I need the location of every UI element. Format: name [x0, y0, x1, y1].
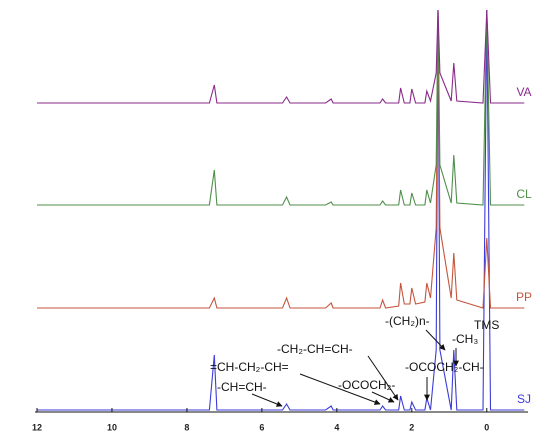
annotation: -CH₂-CH=CH-	[277, 342, 353, 356]
series-label: PP	[516, 290, 532, 304]
spectra	[37, 9, 525, 411]
annotation: -OCOCH₂-	[338, 378, 395, 392]
series-label: CL	[516, 187, 532, 201]
annotation: -OCOCH₂-CH-	[405, 360, 484, 374]
annotation-arrow	[425, 329, 446, 351]
annotation-arrow	[371, 391, 395, 403]
x-tick-label: 6	[259, 422, 264, 432]
spectrum-line	[37, 9, 525, 411]
series-label: SJ	[517, 392, 531, 406]
annotation: -CH₃	[452, 332, 478, 346]
x-tick-label: 8	[184, 422, 189, 432]
spectrum-line	[37, 9, 525, 309]
annotation-arrow	[299, 373, 381, 405]
x-tick-label: 0	[484, 422, 489, 432]
x-tick-label: 10	[107, 422, 117, 432]
annotation: TMS	[474, 318, 499, 332]
annotation-arrow	[367, 355, 399, 401]
annotation-arrow	[251, 393, 283, 407]
x-tick-label: 4	[334, 422, 339, 432]
series-label: VA	[516, 85, 531, 99]
x-tick-label: 12	[32, 422, 42, 432]
spectrum-line	[37, 9, 525, 206]
spectrum-line	[37, 9, 525, 104]
annotation: -(CH₂)n-	[385, 314, 430, 328]
x-tick-label: 2	[409, 422, 414, 432]
annotation: =CH-CH₂-CH=	[210, 360, 289, 374]
annotation: -CH=CH-	[217, 380, 267, 394]
